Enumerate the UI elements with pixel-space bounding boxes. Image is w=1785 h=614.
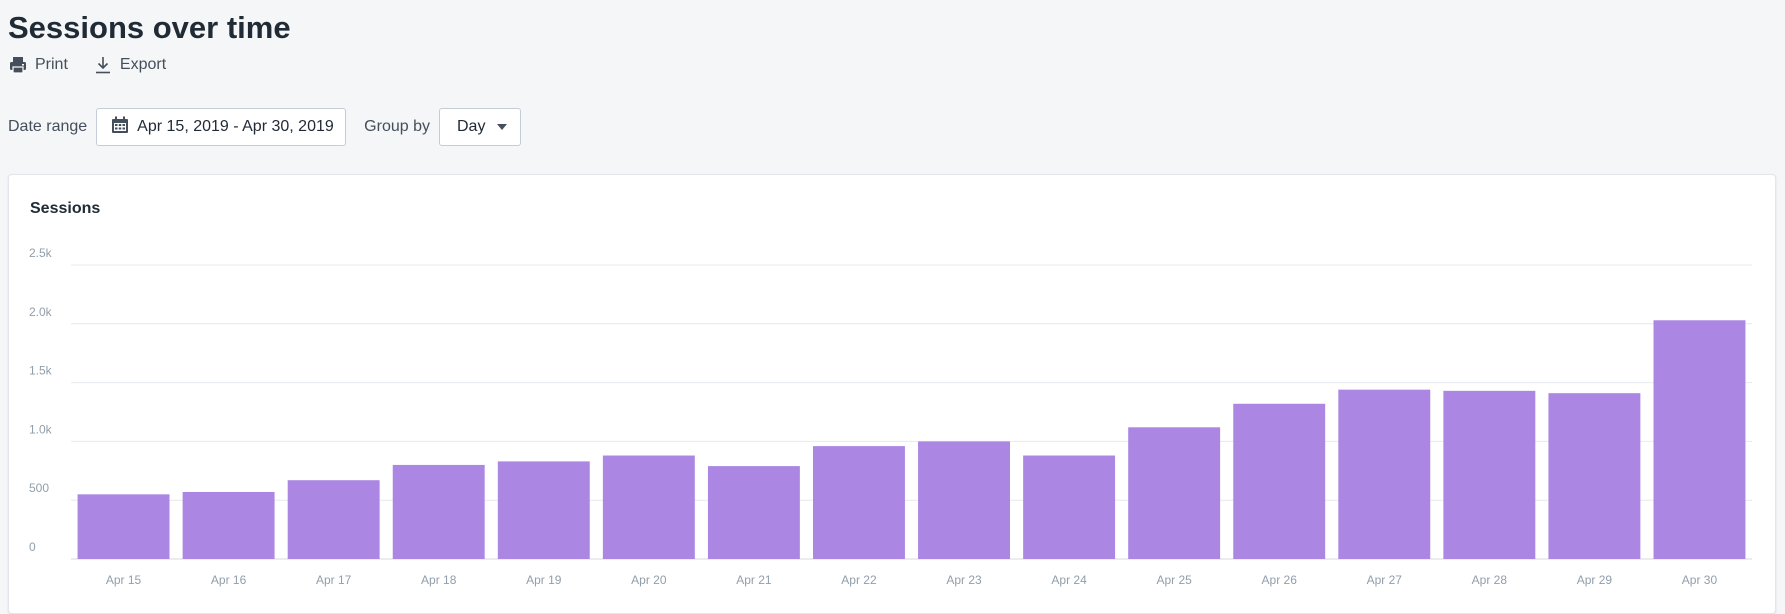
bar[interactable]	[1653, 320, 1746, 559]
y-tick-label: 2.5k	[29, 246, 53, 260]
calendar-icon	[111, 116, 129, 139]
export-button[interactable]: Export	[94, 56, 166, 74]
x-tick-label: Apr 27	[1367, 573, 1403, 587]
bar[interactable]	[287, 480, 380, 559]
x-tick-label: Apr 25	[1156, 573, 1192, 587]
print-label: Print	[35, 56, 68, 73]
group-by-label: Group by	[364, 118, 430, 135]
x-tick-label: Apr 29	[1577, 573, 1613, 587]
x-tick-label: Apr 15	[106, 573, 142, 587]
bar[interactable]	[1338, 389, 1431, 559]
group-by-value: Day	[456, 118, 486, 135]
bar[interactable]	[813, 446, 905, 559]
y-tick-label: 500	[29, 481, 49, 495]
x-tick-label: Apr 21	[736, 573, 772, 587]
x-tick-label: Apr 22	[841, 573, 877, 587]
bar[interactable]	[602, 455, 695, 559]
y-tick-label: 0	[29, 540, 36, 554]
x-tick-label: Apr 18	[421, 573, 457, 587]
report-filters: Date range Apr 15, 2019 - Apr 30, 2019 G…	[8, 108, 521, 146]
download-icon	[94, 56, 112, 74]
chart-title: Sessions	[30, 200, 101, 217]
x-tick-label: Apr 26	[1262, 573, 1298, 587]
y-tick-label: 1.5k	[29, 364, 53, 378]
x-tick-label: Apr 24	[1051, 573, 1087, 587]
group-by-select[interactable]: Day	[438, 108, 521, 146]
bar[interactable]	[707, 466, 800, 559]
export-label: Export	[119, 56, 167, 73]
x-tick-label: Apr 17	[316, 573, 352, 587]
y-tick-label: 1.0k	[29, 422, 53, 436]
bar[interactable]	[1023, 455, 1116, 559]
print-button[interactable]: Print	[9, 56, 68, 74]
date-range-picker[interactable]: Apr 15, 2019 - Apr 30, 2019	[96, 108, 347, 146]
sessions-chart-card: Sessions 0 500 1.0k 1.5k 2.0k 2.5k Apr 15 Apr 1…	[8, 174, 1776, 614]
caret-down-icon	[497, 124, 508, 130]
sessions-bar-chart: 0 500 1.0k 1.5k 2.0k 2.5k Apr 15 Apr 16 Apr 17 Ap…	[29, 246, 1752, 587]
bar[interactable]	[1128, 427, 1221, 559]
x-tick-label: Apr 20	[631, 573, 667, 587]
report-actions: Print Export	[9, 56, 166, 74]
date-range-label: Date range	[8, 118, 88, 135]
x-tick-label: Apr 28	[1472, 573, 1508, 587]
printer-icon	[9, 56, 27, 74]
bar[interactable]	[1443, 390, 1536, 559]
bar[interactable]	[497, 461, 590, 559]
bar[interactable]	[918, 441, 1010, 559]
bar[interactable]	[1233, 403, 1326, 559]
bar[interactable]	[392, 464, 485, 559]
bar[interactable]	[77, 494, 170, 559]
x-tick-label: Apr 19	[526, 573, 562, 587]
date-range-value: Apr 15, 2019 - Apr 30, 2019	[137, 118, 334, 135]
page-title: Sessions over time	[8, 10, 291, 45]
y-tick-label: 2.0k	[29, 305, 53, 319]
bar[interactable]	[182, 491, 275, 559]
x-tick-label: Apr 23	[946, 573, 982, 587]
x-tick-label: Apr 16	[211, 573, 247, 587]
bar[interactable]	[1548, 393, 1641, 559]
x-tick-label: Apr 30	[1682, 573, 1718, 587]
